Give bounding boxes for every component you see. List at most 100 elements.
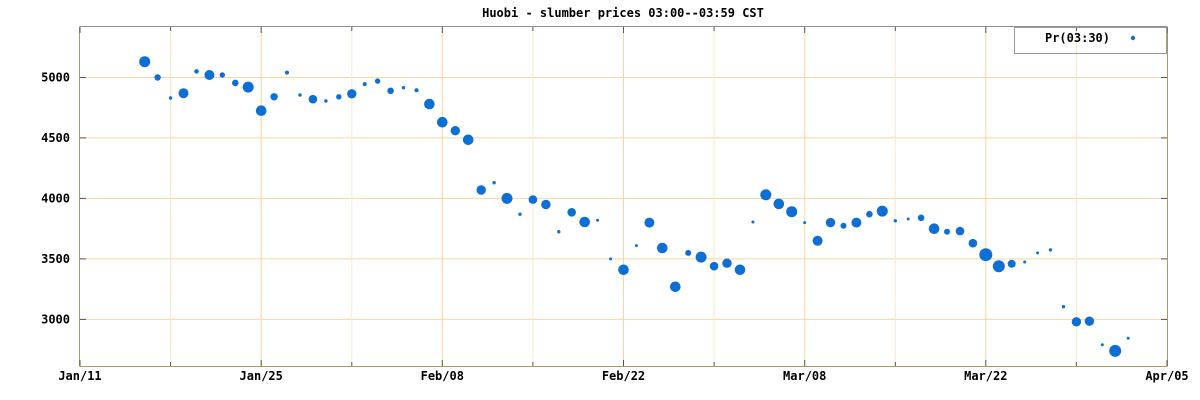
data-point bbox=[992, 260, 1005, 273]
data-point bbox=[722, 258, 732, 268]
data-point bbox=[285, 70, 289, 75]
legend-box bbox=[1014, 27, 1167, 54]
y-tick-label: 5000 bbox=[41, 71, 70, 85]
data-point bbox=[501, 192, 513, 204]
data-point bbox=[695, 251, 707, 263]
data-point bbox=[803, 221, 807, 225]
data-point bbox=[1071, 317, 1082, 327]
data-point bbox=[657, 242, 668, 254]
axis-ticks bbox=[79, 27, 1168, 366]
data-point bbox=[232, 79, 239, 87]
x-tick-label: Mar/08 bbox=[783, 369, 826, 383]
data-point bbox=[609, 257, 613, 261]
data-point bbox=[204, 70, 215, 80]
y-tick-label: 3500 bbox=[41, 252, 70, 266]
data-point bbox=[685, 249, 692, 256]
data-points-layer bbox=[139, 56, 1130, 357]
data-point bbox=[825, 217, 836, 228]
data-point bbox=[1007, 259, 1016, 268]
data-point bbox=[596, 218, 600, 222]
data-point bbox=[476, 185, 486, 195]
data-point bbox=[866, 210, 873, 218]
data-point bbox=[492, 181, 496, 185]
x-tick-label: Jan/11 bbox=[58, 369, 101, 383]
data-point bbox=[462, 134, 474, 146]
data-point bbox=[518, 212, 522, 216]
data-point bbox=[1126, 336, 1130, 340]
data-point bbox=[851, 217, 862, 228]
grid-layer bbox=[80, 27, 1167, 366]
data-point bbox=[1100, 343, 1104, 347]
y-tick-label: 3000 bbox=[41, 312, 70, 326]
data-point bbox=[773, 198, 785, 210]
data-point bbox=[1023, 260, 1027, 264]
data-point bbox=[450, 126, 460, 136]
data-point bbox=[618, 264, 629, 276]
data-point bbox=[270, 93, 278, 101]
data-point bbox=[347, 89, 357, 99]
legend: Pr(03:30) bbox=[1014, 27, 1167, 54]
data-point bbox=[644, 217, 655, 228]
data-point bbox=[786, 206, 798, 218]
legend-label: Pr(03:30) bbox=[1045, 31, 1110, 45]
data-point bbox=[709, 261, 719, 271]
data-point bbox=[1084, 316, 1095, 326]
data-point bbox=[387, 87, 394, 95]
data-point bbox=[979, 248, 993, 262]
data-point bbox=[634, 244, 638, 248]
data-point bbox=[751, 220, 755, 224]
data-point bbox=[944, 228, 950, 235]
data-point bbox=[812, 235, 823, 246]
data-point bbox=[968, 238, 978, 248]
data-point bbox=[557, 230, 561, 234]
x-tick-label: Apr/05 bbox=[1145, 369, 1188, 383]
data-point bbox=[324, 99, 328, 103]
data-point bbox=[917, 214, 925, 222]
data-point bbox=[374, 78, 381, 84]
data-point bbox=[670, 281, 681, 293]
data-point bbox=[362, 82, 367, 87]
data-point bbox=[178, 88, 189, 99]
legend-marker-dot bbox=[1130, 35, 1136, 41]
x-tick-label: Feb/08 bbox=[421, 369, 464, 383]
axis-labels: Jan/11 Jan/25 Feb/08 Feb/22 Mar/08 Mar/22 Apr/… bbox=[41, 71, 1189, 384]
data-point bbox=[414, 88, 419, 93]
data-point bbox=[194, 69, 199, 74]
data-point bbox=[906, 217, 910, 221]
y-tick-label: 4500 bbox=[41, 131, 70, 145]
data-point bbox=[139, 56, 151, 68]
data-point bbox=[219, 72, 225, 78]
data-point bbox=[955, 226, 965, 236]
data-point bbox=[579, 216, 590, 228]
data-point bbox=[401, 86, 406, 90]
x-tick-label: Feb/22 bbox=[602, 369, 645, 383]
data-point bbox=[255, 105, 267, 116]
data-point bbox=[840, 222, 847, 229]
y-tick-label: 4000 bbox=[41, 191, 70, 205]
data-point bbox=[424, 98, 435, 110]
data-point bbox=[760, 189, 772, 201]
data-point bbox=[437, 116, 448, 128]
x-tick-label: Mar/22 bbox=[964, 369, 1007, 383]
data-point bbox=[168, 96, 173, 100]
chart-title: Huobi - slumber prices 03:00--03:59 CST bbox=[482, 6, 764, 20]
data-point bbox=[734, 264, 746, 276]
x-tick-label: Jan/25 bbox=[240, 369, 283, 383]
data-point bbox=[308, 94, 318, 104]
data-point bbox=[928, 223, 940, 234]
data-point bbox=[336, 94, 342, 100]
data-point bbox=[1109, 344, 1122, 357]
plot-border bbox=[79, 26, 1168, 367]
data-point bbox=[154, 74, 161, 81]
data-point bbox=[541, 199, 551, 210]
data-point bbox=[1048, 248, 1053, 252]
data-point bbox=[893, 219, 897, 223]
data-point bbox=[567, 208, 576, 217]
data-point bbox=[298, 93, 302, 97]
data-point bbox=[1061, 305, 1066, 309]
data-point bbox=[528, 195, 538, 204]
data-point bbox=[1036, 251, 1040, 255]
data-point bbox=[876, 205, 888, 217]
